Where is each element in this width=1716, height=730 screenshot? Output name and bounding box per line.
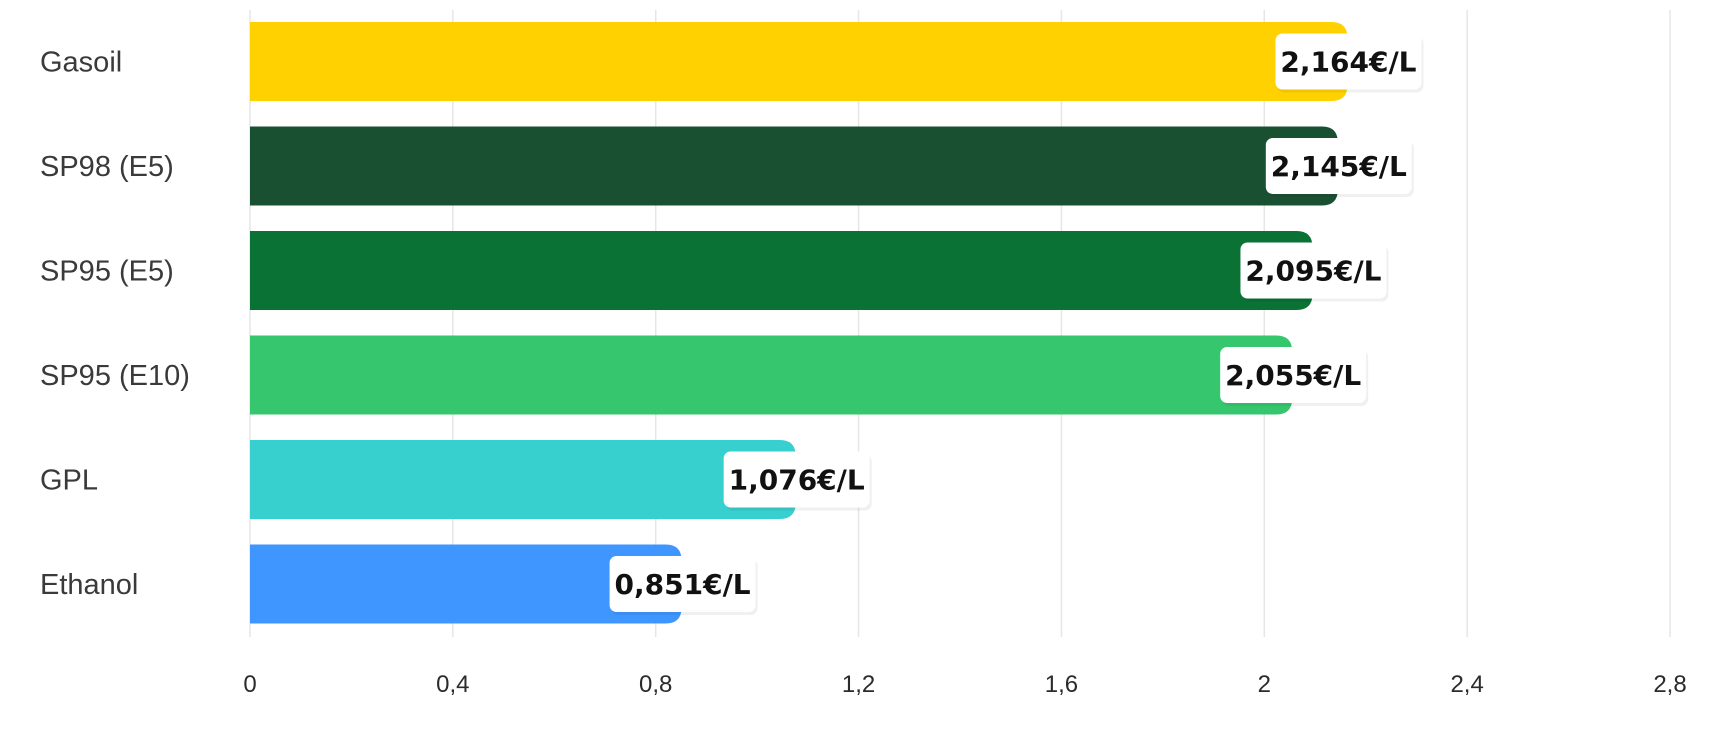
category-label: SP95 (E5) [40,256,174,288]
value-label-box [1275,33,1422,90]
bar-sp95-e5 [250,231,1313,310]
x-tick-label: 2 [1258,671,1271,698]
value-label: 0,851€/L [615,568,751,601]
bar-gpl [250,440,796,519]
value-label-group: 1,076€/L [723,451,872,511]
category-label: Gasoil [40,47,122,79]
value-label: 1,076€/L [729,464,865,497]
value-label: 2,145€/L [1271,150,1407,183]
x-tick-label: 0 [243,671,256,698]
bar-sp98-e5 [250,126,1338,206]
value-label-group: 2,055€/L [1220,347,1369,406]
value-label-box [609,556,756,612]
bar-sp95-e10 [250,335,1293,415]
bar-gasoil [250,22,1348,101]
value-label-box [1240,242,1387,299]
x-axis-tick-labels: 0 0,4 0,8 1,2 1,6 2 2,4 2,8 [243,671,1686,698]
value-label-group: 2,095€/L [1240,242,1389,302]
bar-ethanol [250,544,682,624]
x-tick-label: 2,8 [1653,671,1686,698]
x-tick-label: 0,8 [639,671,672,698]
x-tick-label: 0,4 [436,671,469,698]
category-label: SP95 (E10) [40,360,190,392]
value-label-group: 2,164€/L [1275,33,1424,93]
value-label: 2,055€/L [1225,359,1361,392]
x-tick-label: 1,6 [1045,671,1078,698]
value-labels: 2,164€/L 2,145€/L 2,095€/L 2,055€/L 1,076€/L… [609,33,1424,615]
value-label-group: 2,145€/L [1265,138,1414,197]
category-label: GPL [40,465,98,497]
value-label: 2,164€/L [1280,46,1416,79]
category-labels: Gasoil SP98 (E5) SP95 (E5) SP95 (E10) GPL Eth… [40,47,190,602]
bars [250,22,1348,624]
value-label-group: 0,851€/L [609,556,758,615]
value-label-box [723,451,870,508]
x-tick-label: 1,2 [842,671,875,698]
value-label: 2,095€/L [1245,255,1381,288]
grid-lines [249,10,1671,637]
category-label: SP98 (E5) [40,151,174,183]
value-label-box [1265,138,1412,194]
category-label: Ethanol [40,569,138,601]
value-label-box [1220,347,1367,403]
x-tick-label: 2,4 [1450,671,1483,698]
